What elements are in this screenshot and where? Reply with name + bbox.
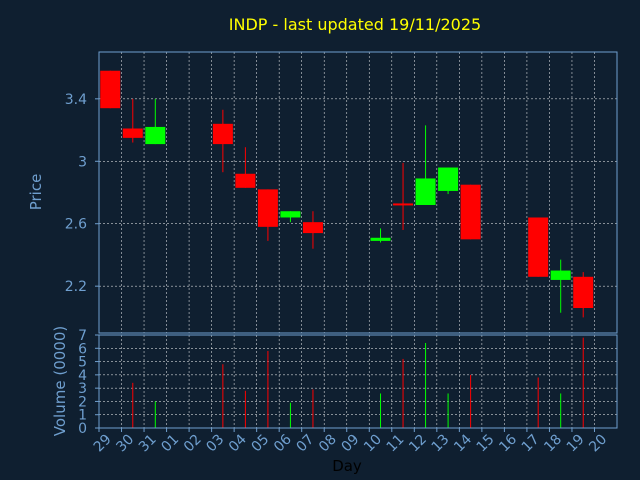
candle-body (145, 126, 166, 145)
candle-body (393, 203, 414, 206)
date-tick-label: 07 (294, 431, 318, 455)
date-tick-label: 30 (113, 431, 137, 455)
date-tick-label: 08 (316, 431, 340, 455)
chart-title: INDP - last updated 19/11/2025 (229, 15, 481, 34)
date-tick-label: 15 (474, 431, 498, 455)
date-tick-label: 11 (384, 431, 408, 455)
candle-body (302, 222, 323, 234)
date-axis-label: Day (332, 457, 362, 475)
volume-tick-label: 1 (78, 408, 87, 424)
candle-body (370, 237, 391, 241)
date-tick-label: 18 (541, 431, 565, 455)
date-tick-label: 02 (181, 431, 205, 455)
price-axis-ticks: 2.2 2.6 3 3.4 (65, 92, 99, 295)
date-tick-label: 19 (564, 431, 588, 455)
date-tick-label: 12 (406, 431, 430, 455)
volume-tick-label: 2 (78, 394, 87, 410)
date-tick-label: 14 (451, 431, 475, 455)
candle-body (460, 184, 481, 240)
volume-tick-label: 7 (78, 328, 87, 344)
date-tick-label: 06 (271, 431, 295, 455)
date-tick-label: 10 (361, 431, 385, 455)
candle-body (235, 173, 256, 188)
volume-tick-label: 6 (78, 341, 87, 357)
candle-body (550, 270, 571, 280)
price-grid (98, 52, 618, 333)
date-tick-label: 31 (136, 431, 160, 455)
volume-tick-label: 4 (78, 368, 87, 384)
price-tick-label: 3 (78, 154, 87, 170)
date-tick-label: 20 (586, 431, 610, 455)
price-plot-frame (98, 51, 618, 334)
volume-tick-label: 5 (78, 355, 87, 371)
date-tick-label: 13 (429, 431, 453, 455)
candle-body (280, 211, 301, 218)
date-tick-label: 17 (519, 431, 543, 455)
price-axis-label: Price (27, 174, 45, 211)
price-tick-label: 3.4 (65, 92, 87, 108)
candle-body (438, 167, 459, 191)
volume-tick-label: 0 (78, 421, 87, 437)
candle-body (573, 276, 594, 309)
volume-tick-label: 3 (78, 381, 87, 397)
date-tick-label: 03 (203, 431, 227, 455)
candlestick-series (100, 70, 594, 318)
date-tick-label: 16 (496, 431, 520, 455)
candle-body (528, 217, 549, 277)
candle-body (212, 123, 233, 145)
date-tick-label: 01 (158, 431, 182, 455)
price-tick-label: 2.2 (65, 279, 87, 295)
date-tick-label: 04 (226, 431, 250, 455)
candle-body (257, 189, 278, 227)
volume-plot-frame (98, 334, 618, 429)
volume-bar-series (132, 337, 584, 428)
price-tick-label: 2.6 (65, 217, 87, 233)
date-axis-ticks: 2930310102030405060708091011121314151617… (91, 428, 610, 455)
volume-grid (98, 334, 618, 429)
candle-body (100, 70, 121, 109)
candle-body (415, 178, 436, 205)
date-tick-label: 29 (91, 431, 115, 455)
volume-axis-label: Volume (0000) (51, 326, 69, 436)
candle-body (122, 128, 143, 138)
date-tick-label: 09 (339, 431, 363, 455)
date-tick-label: 05 (248, 431, 272, 455)
